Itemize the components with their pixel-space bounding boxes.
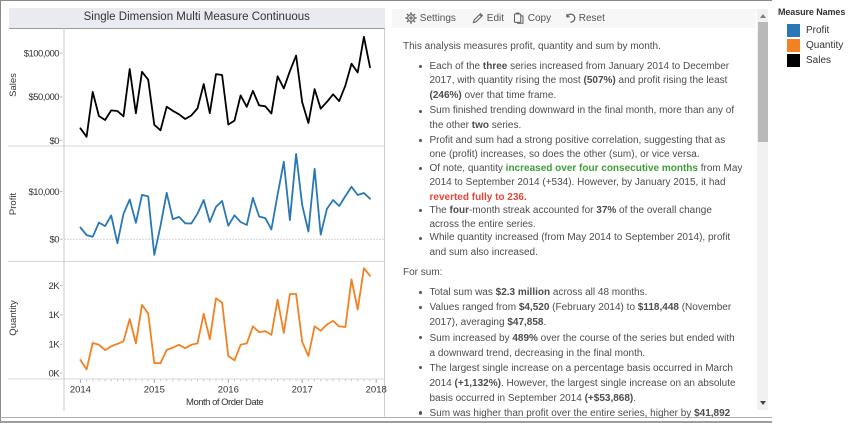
svg-text:2K: 2K — [48, 281, 60, 292]
svg-text:Sales: Sales — [8, 73, 19, 97]
svg-text:2015: 2015 — [144, 384, 165, 395]
svg-text:2017: 2017 — [292, 384, 313, 395]
svg-text:$0: $0 — [50, 136, 60, 147]
svg-text:2014: 2014 — [70, 384, 91, 395]
svg-text:Quantity: Quantity — [8, 300, 19, 336]
svg-text:2018: 2018 — [366, 384, 387, 395]
svg-text:$0: $0 — [50, 235, 60, 246]
svg-text:$100,000: $100,000 — [24, 48, 59, 59]
svg-text:0K: 0K — [48, 368, 60, 379]
svg-text:1K: 1K — [48, 340, 60, 351]
svg-text:1K: 1K — [48, 310, 60, 321]
svg-text:2016: 2016 — [218, 384, 239, 395]
svg-text:Month of Order Date: Month of Order Date — [186, 397, 263, 408]
svg-text:$10,000: $10,000 — [29, 187, 60, 198]
svg-text:$50,000: $50,000 — [29, 92, 60, 103]
svg-text:Profit: Profit — [8, 193, 19, 216]
